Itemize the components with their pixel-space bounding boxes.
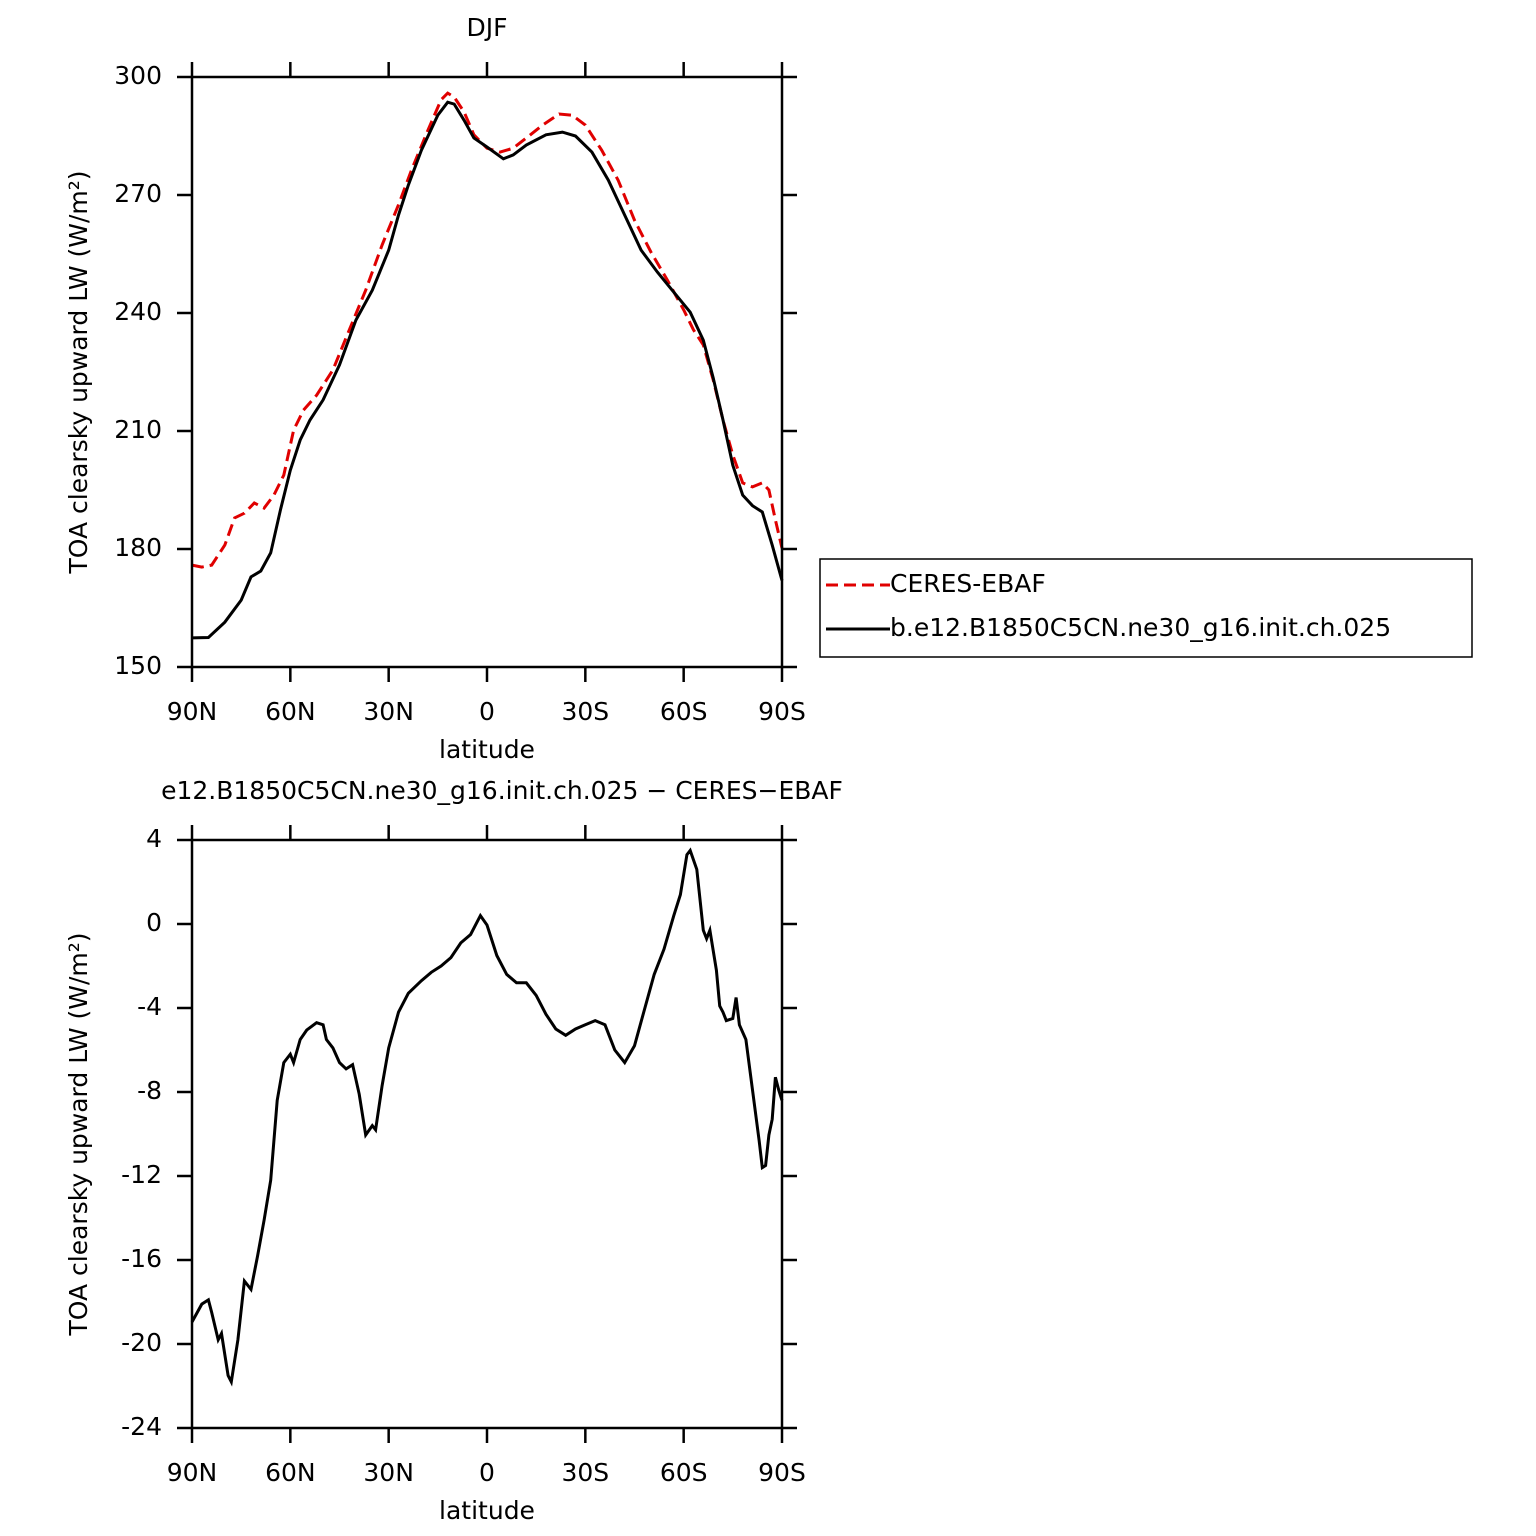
y-tick-label: -24	[121, 1412, 162, 1441]
x-tick-label: 30N	[363, 1458, 414, 1487]
y-tick-label: -12	[121, 1160, 162, 1189]
y-tick-label: -4	[137, 992, 162, 1021]
x-tick-label: 0	[479, 1458, 495, 1487]
chart-title: e12.B1850C5CN.ne30_g16.init.ch.025 − CER…	[161, 776, 843, 805]
data-line	[191, 91, 784, 569]
x-tick-label: 60N	[265, 1458, 316, 1487]
x-tick-label: 30N	[363, 697, 414, 726]
x-axis-label: latitude	[439, 1496, 535, 1525]
data-line	[191, 100, 784, 640]
x-tick-label: 30S	[561, 697, 609, 726]
plot-frame	[190, 75, 784, 669]
y-tick-label: -20	[121, 1328, 162, 1357]
y-tick-label: 150	[114, 651, 162, 680]
chart-title: DJF	[466, 13, 507, 42]
x-tick-label: 30S	[561, 1458, 609, 1487]
y-axis-label: TOA clearsky upward LW (W/m²)	[64, 170, 93, 574]
legend-label: CERES-EBAF	[890, 569, 1046, 598]
plot-frame	[190, 838, 784, 1430]
x-tick-label: 90N	[167, 697, 218, 726]
x-tick-label: 60N	[265, 697, 316, 726]
x-tick-label: 90S	[758, 697, 806, 726]
x-tick-label: 60S	[660, 697, 708, 726]
y-tick-label: 270	[114, 179, 162, 208]
x-tick-label: 0	[479, 697, 495, 726]
y-tick-label: 4	[146, 824, 162, 853]
x-tick-label: 90N	[167, 1458, 218, 1487]
x-tick-label: 60S	[660, 1458, 708, 1487]
y-tick-label: 210	[114, 415, 162, 444]
legend-box	[819, 558, 1473, 658]
y-tick-label: 180	[114, 533, 162, 562]
y-tick-label: 0	[146, 908, 162, 937]
x-tick-label: 90S	[758, 1458, 806, 1487]
y-tick-label: -16	[121, 1244, 162, 1273]
x-axis-label: latitude	[439, 735, 535, 764]
y-tick-label: 240	[114, 297, 162, 326]
legend-label: b.e12.B1850C5CN.ne30_g16.init.ch.025	[890, 613, 1391, 642]
y-tick-label: -8	[137, 1076, 162, 1105]
data-line	[190, 847, 784, 1387]
y-axis-label: TOA clearsky upward LW (W/m²)	[64, 932, 93, 1336]
y-tick-label: 300	[114, 61, 162, 90]
